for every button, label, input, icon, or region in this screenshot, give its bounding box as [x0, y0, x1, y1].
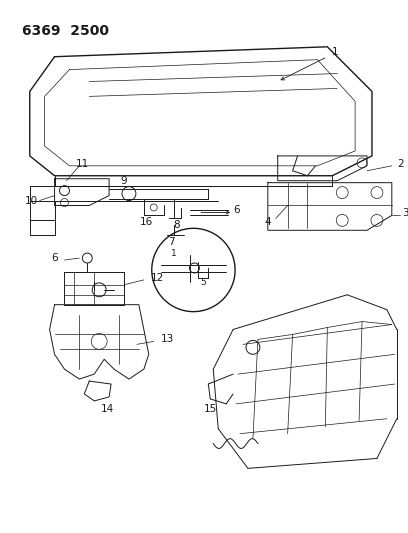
- Text: 9: 9: [121, 176, 127, 185]
- Text: 1: 1: [171, 248, 177, 257]
- Text: 6: 6: [51, 253, 58, 263]
- Text: 1: 1: [332, 47, 339, 56]
- Circle shape: [152, 228, 235, 312]
- Text: 6: 6: [233, 205, 239, 215]
- Text: 15: 15: [204, 404, 217, 414]
- Text: 2: 2: [397, 159, 404, 169]
- Text: 5: 5: [200, 278, 206, 287]
- Text: 4: 4: [264, 217, 271, 228]
- Text: 11: 11: [76, 159, 89, 169]
- Text: 13: 13: [161, 334, 174, 344]
- Text: 10: 10: [25, 196, 38, 206]
- Text: 7: 7: [168, 237, 175, 247]
- Text: 8: 8: [173, 220, 180, 230]
- Text: 16: 16: [140, 217, 153, 228]
- Text: 14: 14: [100, 404, 114, 414]
- Text: 3: 3: [402, 208, 408, 219]
- Text: 12: 12: [151, 273, 164, 283]
- Text: 6369  2500: 6369 2500: [22, 24, 109, 38]
